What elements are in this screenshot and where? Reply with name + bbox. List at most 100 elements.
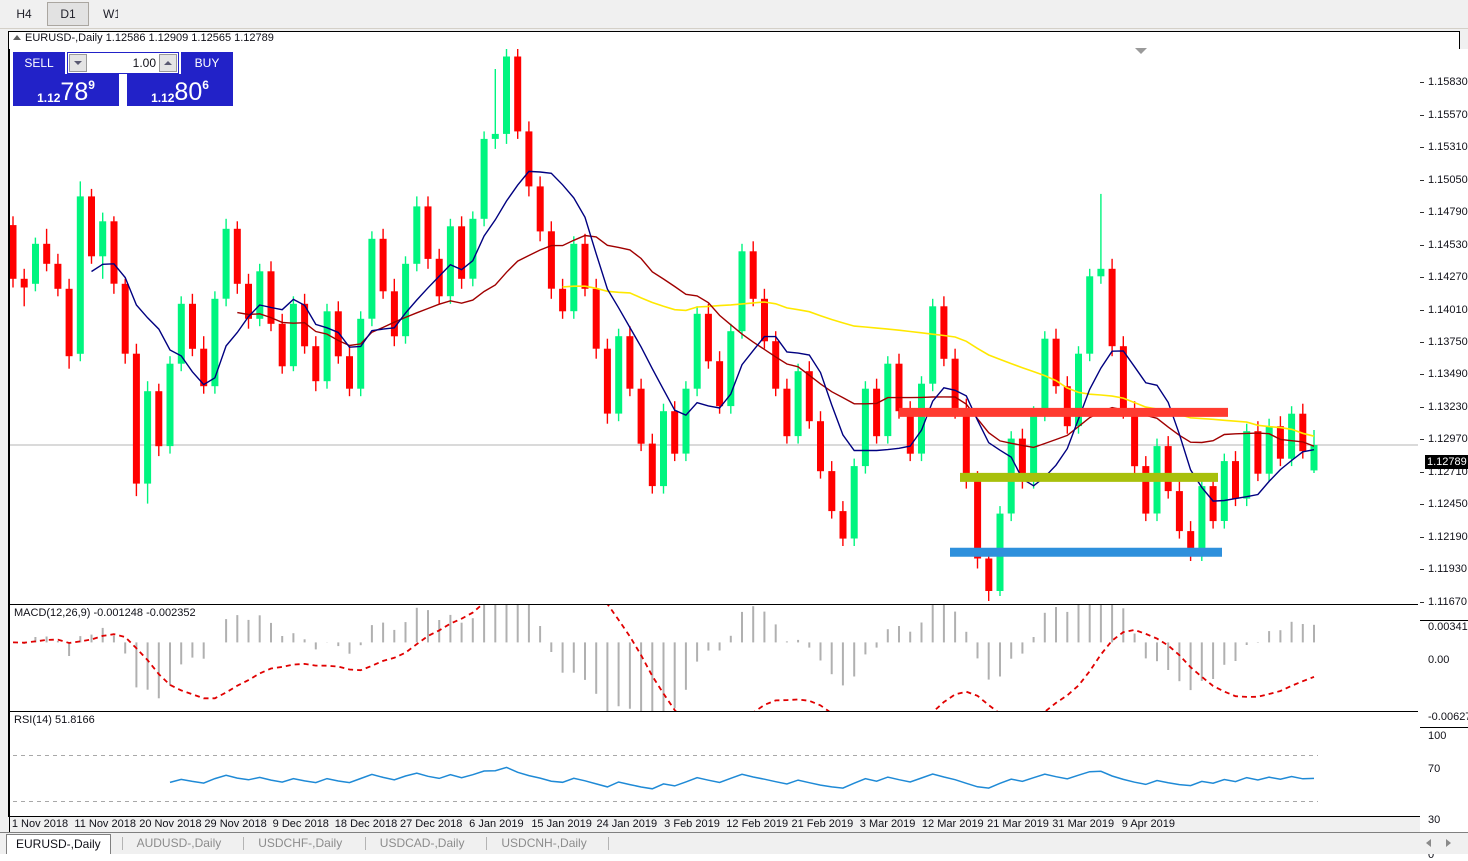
price-tick-label: 1.13230 [1428, 400, 1468, 413]
volume-stepper[interactable]: 1.00 [67, 52, 179, 74]
price-tick-mark [1420, 309, 1424, 311]
sell-price-prefix: 1.12 [37, 91, 61, 105]
price-tick-label: 1.14530 [1428, 238, 1468, 251]
axis-pane-separator [1420, 620, 1468, 621]
price-tick-mark [1420, 114, 1424, 116]
chart-tab-audusd[interactable]: AUDUSD-,Daily [136, 836, 222, 850]
chart-tab-usdcnh[interactable]: USDCNH-,Daily [501, 836, 587, 850]
price-tick-label: 1.11930 [1428, 563, 1467, 576]
scroll-left-icon[interactable] [1426, 839, 1431, 847]
timeframe-button-d1[interactable]: D1 [47, 2, 89, 26]
price-tick-label: 1.13490 [1428, 368, 1468, 381]
macd-label: MACD(12,26,9) -0.001248 -0.002352 [14, 607, 196, 619]
sell-button[interactable]: SELL [13, 52, 65, 74]
scroll-right-icon[interactable] [1446, 839, 1451, 847]
price-tick-mark [1420, 342, 1424, 343]
price-pane[interactable] [9, 49, 1418, 601]
time-tick-label: 6 Jan 2019 [469, 818, 524, 830]
time-tick-label: 1 Nov 2018 [11, 818, 69, 830]
sell-price-button[interactable]: 1.12789 [13, 74, 119, 106]
timeframe-button-h4[interactable]: H4 [16, 7, 32, 21]
chart-tab-bar: EURUSD-,Daily AUDUSD-,Daily USDCHF-,Daily U… [0, 832, 1468, 854]
price-tick-mark [1420, 406, 1424, 408]
buy-price-prefix: 1.12 [151, 91, 175, 105]
trade-controls-row: SELL 1.00 BUY [13, 52, 233, 74]
price-tick-mark [1420, 504, 1424, 506]
timeframe-toolbar: H4D1W1MN [0, 0, 1468, 29]
timeframe-button-w1[interactable]: W1 [103, 7, 121, 21]
chart-window: EURUSD-,Daily 1.12586 1.12909 1.12565 1.… [8, 31, 1468, 861]
buy-price-fraction: 6 [202, 78, 209, 92]
chart-title-bar: EURUSD-,Daily 1.12586 1.12909 1.12565 1.… [13, 32, 274, 48]
chevron-up-icon [164, 61, 172, 65]
volume-decrease-button[interactable] [69, 54, 87, 72]
time-tick-label: 29 Nov 2018 [204, 818, 267, 830]
rsi-line [169, 766, 1315, 790]
time-tick-label: 21 Mar 2019 [987, 818, 1049, 830]
time-tick-label: 20 Nov 2018 [139, 818, 202, 830]
time-tick-label: 3 Feb 2019 [664, 818, 720, 830]
time-tick-label: 11 Nov 2018 [74, 818, 136, 830]
axis-pane-separator [1420, 727, 1468, 728]
chart-position-marker-icon[interactable] [1135, 48, 1147, 54]
volume-increase-button[interactable] [159, 54, 177, 72]
volume-value: 1.00 [132, 56, 156, 70]
price-tick-label: 1.14010 [1428, 303, 1468, 316]
rsi-label: RSI(14) 51.8166 [14, 714, 95, 726]
price-tick-label: 1.15050 [1428, 173, 1468, 186]
price-tick-label: 1.12450 [1428, 498, 1468, 511]
time-tick-label: 18 Dec 2018 [334, 818, 398, 830]
price-tick-mark [1420, 471, 1424, 473]
time-tick-label: 24 Jan 2019 [596, 818, 658, 830]
tab-separator [243, 837, 245, 850]
price-tick-mark [1420, 374, 1424, 376]
price-tick-mark [1420, 277, 1424, 279]
time-axis[interactable]: 1 Nov 2018 11 Nov 2018 20 Nov 2018 29 Nov 2… [8, 817, 1460, 833]
rsi-tick-label: 30 [1428, 814, 1441, 826]
price-tick-mark [1420, 569, 1424, 571]
moving-average-lines [91, 170, 1315, 502]
price-tick-label: 1.14790 [1428, 206, 1468, 219]
price-tick-label: 1.15830 [1428, 76, 1468, 89]
rsi-tick-label: 70 [1428, 763, 1441, 775]
time-tick-label: 21 Feb 2019 [791, 818, 854, 830]
price-tick-label: 1.12190 [1428, 530, 1468, 543]
price-tick-label: 1.15570 [1428, 108, 1468, 121]
tab-scroll-controls[interactable] [1422, 837, 1462, 849]
buy-button[interactable]: BUY [181, 52, 233, 74]
price-tick-label: 1.14270 [1428, 271, 1468, 284]
time-tick-label: 12 Mar 2019 [921, 818, 984, 830]
rsi-pane[interactable]: RSI(14) 51.8166 [9, 711, 1418, 845]
time-tick-label: 12 Feb 2019 [726, 818, 789, 830]
macd-tick-label: -0.006271 [1428, 711, 1468, 723]
price-tick-mark [1420, 82, 1424, 84]
price-tick-label: 1.12970 [1428, 433, 1468, 446]
price-tick-label: 1.13750 [1428, 336, 1468, 348]
chart-tab-eurusd[interactable]: EURUSD-,Daily [6, 834, 111, 854]
chart-tab-usdchf[interactable]: USDCHF-,Daily [258, 836, 343, 850]
one-click-trading-panel: SELL 1.00 BUY 1.12789 [13, 52, 233, 106]
macd-tick-label: 0.00 [1428, 654, 1450, 666]
price-tick-mark [1420, 439, 1424, 441]
buy-price-button[interactable]: 1.12806 [127, 74, 233, 106]
time-tick-label: 9 Dec 2018 [272, 818, 329, 830]
collapse-triangle-icon[interactable] [13, 34, 21, 40]
macd-tick-label: 0.003412 [1428, 621, 1468, 633]
sell-price-fraction: 9 [88, 78, 95, 92]
support-resistance-lines [899, 407, 1228, 557]
time-tick-label: 27 Dec 2018 [399, 818, 463, 830]
chart-tab-usdcad[interactable]: USDCAD-,Daily [379, 836, 465, 850]
macd-pane[interactable]: MACD(12,26,9) -0.001248 -0.002352 [9, 604, 1418, 711]
price-tick-mark [1420, 244, 1424, 246]
rsi-tick-label: 100 [1428, 730, 1447, 742]
current-price-label: 1.12789 [1425, 455, 1468, 470]
price-axis[interactable]: 1.15830 1.15570 1.15310 1.15050 1.14790 1.145… [1420, 49, 1468, 861]
chevron-down-icon [74, 61, 82, 65]
time-tick-label: 15 Jan 2019 [531, 818, 592, 830]
axis-divider [9, 49, 10, 844]
toolbar-empty-area [118, 0, 1468, 27]
price-tick-label: 1.11670 [1428, 595, 1467, 608]
time-tick-label: 31 Mar 2019 [1052, 818, 1115, 830]
tab-separator [121, 837, 123, 850]
price-tick-mark [1420, 147, 1424, 149]
